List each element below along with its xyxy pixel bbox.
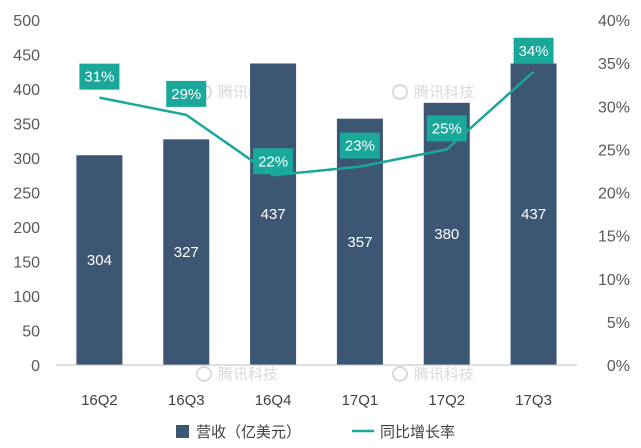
y-axis-left: 0 50 100 150 200 250 300 350 400 450 500	[13, 13, 40, 375]
bar-value-label: 357	[347, 234, 372, 251]
bar-value-label: 327	[174, 244, 199, 261]
y-left-tick-label: 150	[13, 255, 40, 272]
y-right-tick-label: 25%	[598, 142, 630, 159]
watermark-logo-3	[392, 366, 408, 382]
x-tick-label: 17Q2	[428, 392, 465, 409]
bar-value-label: 304	[87, 252, 112, 269]
growth-label-17Q2: 25%	[426, 115, 467, 142]
y-axis-right: 0% 5% 10% 15% 20% 25% 30% 35% 40%	[598, 13, 630, 375]
y-left-tick-label: 300	[13, 151, 40, 168]
legend-label-line: 同比增长率	[380, 424, 455, 441]
bar-value-label: 437	[521, 206, 546, 223]
bar-17Q2	[423, 102, 470, 366]
y-right-tick-label: 10%	[598, 272, 630, 289]
watermark-text-3: 腾讯科技	[414, 365, 474, 383]
x-tick-label: 16Q4	[255, 392, 292, 409]
growth-label-16Q2: 31%	[79, 63, 120, 90]
y-left-tick-label: 100	[13, 289, 40, 306]
bar-16Q4	[250, 63, 297, 365]
y-right-tick-label: 40%	[598, 13, 630, 30]
y-right-tick-label: 15%	[598, 229, 630, 246]
growth-label-text: 23%	[345, 138, 375, 155]
growth-label-box	[426, 115, 467, 142]
bar-16Q2	[76, 155, 123, 365]
y-left-tick-label: 400	[13, 82, 40, 99]
growth-label-text: 29%	[171, 86, 201, 103]
growth-label-box	[166, 80, 207, 107]
growth-labels: 31% 29% 22% 23% 25% 34%	[79, 37, 554, 175]
y-left-tick-label: 500	[13, 13, 40, 30]
growth-label-box	[513, 37, 554, 64]
growth-label-17Q1: 23%	[339, 132, 380, 159]
bar-value-label: 437	[261, 206, 286, 223]
growth-label-16Q4: 22%	[253, 148, 294, 175]
watermark-text-2: 腾讯科技	[218, 365, 278, 383]
y-right-tick-label: 5%	[607, 315, 630, 332]
growth-label-text: 34%	[519, 43, 549, 60]
growth-label-box	[253, 148, 294, 175]
bar-series: 304 327 437 357 380 437	[76, 63, 557, 366]
bar-17Q3	[510, 63, 557, 365]
legend-swatch-bar	[176, 425, 189, 438]
y-right-tick-label: 20%	[598, 186, 630, 203]
y-left-tick-label: 350	[13, 117, 40, 134]
y-left-tick-label: 50	[22, 324, 40, 341]
y-right-tick-label: 0%	[607, 358, 630, 375]
y-left-tick-label: 200	[13, 220, 40, 237]
y-left-tick-label: 250	[13, 186, 40, 203]
x-tick-label: 17Q1	[342, 392, 379, 409]
legend: 营收（亿美元） 同比增长率	[176, 424, 455, 441]
x-tick-label: 17Q3	[515, 392, 552, 409]
growth-label-16Q3: 29%	[166, 80, 207, 107]
watermark-logo-2	[196, 366, 212, 382]
x-tick-label: 16Q3	[168, 392, 205, 409]
y-left-tick-label: 450	[13, 48, 40, 65]
watermark-logo-1	[392, 84, 408, 100]
bar-value-label: 380	[434, 226, 459, 243]
growth-label-17Q3: 34%	[513, 37, 554, 64]
growth-label-box	[79, 63, 120, 90]
y-left-tick-label: 0	[31, 358, 40, 375]
bar-17Q1	[336, 118, 383, 365]
bar-16Q3	[163, 139, 210, 365]
y-right-tick-label: 30%	[598, 99, 630, 116]
growth-label-text: 22%	[258, 153, 288, 170]
growth-label-text: 25%	[432, 120, 462, 137]
x-tick-label: 16Q2	[81, 392, 118, 409]
y-right-tick-label: 35%	[598, 56, 630, 73]
legend-label-bar: 营收（亿美元）	[196, 424, 301, 441]
growth-label-box	[339, 132, 380, 159]
x-axis: 16Q2 16Q3 16Q4 17Q1 17Q2 17Q3	[81, 392, 552, 409]
growth-label-text: 31%	[84, 69, 114, 86]
watermark-text-1: 腾讯科技	[414, 83, 474, 101]
